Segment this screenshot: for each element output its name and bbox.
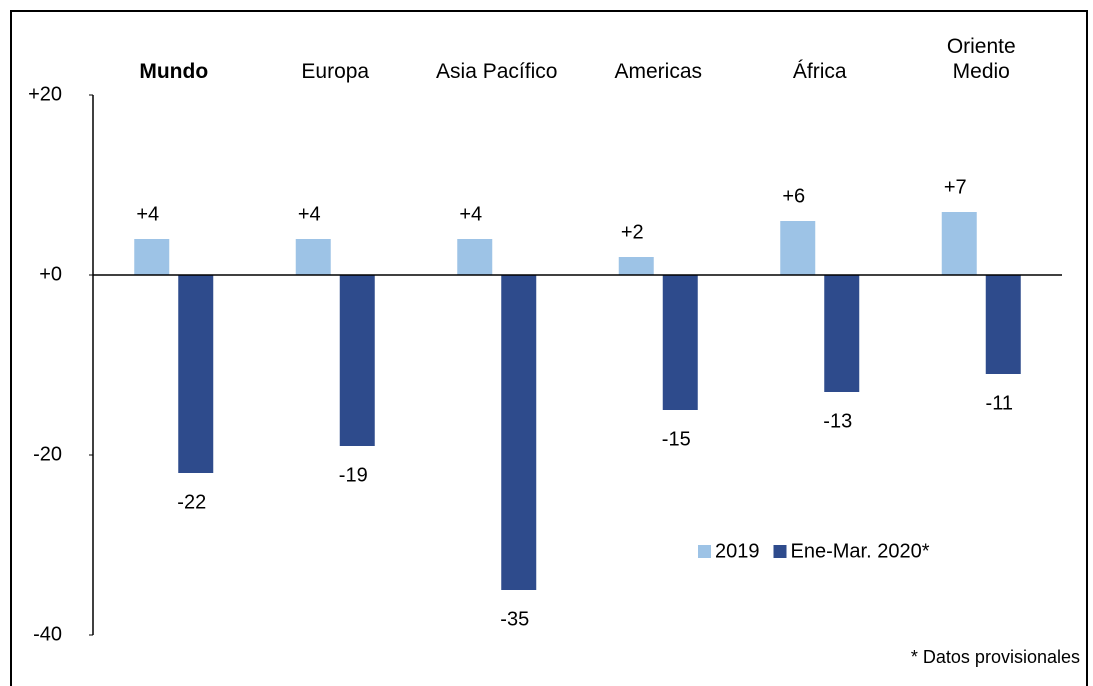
value-label: +4 xyxy=(298,203,321,225)
bar xyxy=(824,275,860,392)
value-label: +4 xyxy=(136,203,159,225)
category-label: Asia Pacífico xyxy=(436,60,558,83)
value-label: +7 xyxy=(944,176,967,198)
bar xyxy=(295,239,331,275)
category-label: Mundo xyxy=(139,60,209,83)
y-tick-label: -40 xyxy=(33,623,62,645)
bar xyxy=(134,239,170,275)
value-label: +2 xyxy=(621,221,644,243)
legend-label: 2019 xyxy=(715,540,760,562)
value-label: -19 xyxy=(339,464,368,486)
footnote: * Datos provisionales xyxy=(911,647,1080,667)
value-label: -11 xyxy=(986,392,1013,414)
bar xyxy=(178,275,214,473)
legend-swatch xyxy=(698,545,711,558)
bar xyxy=(339,275,375,446)
y-tick-label: +0 xyxy=(39,263,62,285)
bar xyxy=(501,275,537,590)
frame xyxy=(10,10,1088,686)
value-label: -22 xyxy=(177,491,206,513)
bar xyxy=(941,212,977,275)
category-label: Americas xyxy=(614,60,703,83)
category-label: Oriente Medio xyxy=(946,35,1016,83)
bar xyxy=(780,221,816,275)
value-label: -35 xyxy=(500,608,529,630)
bar xyxy=(457,239,493,275)
legend-swatch xyxy=(773,545,787,558)
bar xyxy=(985,275,1021,374)
bar xyxy=(618,257,654,275)
category-label: Europa xyxy=(301,60,370,83)
value-label: -15 xyxy=(662,428,691,450)
category-label: África xyxy=(792,60,847,83)
y-tick-label: +20 xyxy=(28,83,62,105)
value-label: -13 xyxy=(823,410,852,432)
legend-label: Ene-Mar. 2020* xyxy=(791,540,930,562)
value-label: +6 xyxy=(782,185,805,207)
y-tick-label: -20 xyxy=(33,443,62,465)
value-label: +4 xyxy=(459,203,482,225)
bar xyxy=(662,275,698,410)
